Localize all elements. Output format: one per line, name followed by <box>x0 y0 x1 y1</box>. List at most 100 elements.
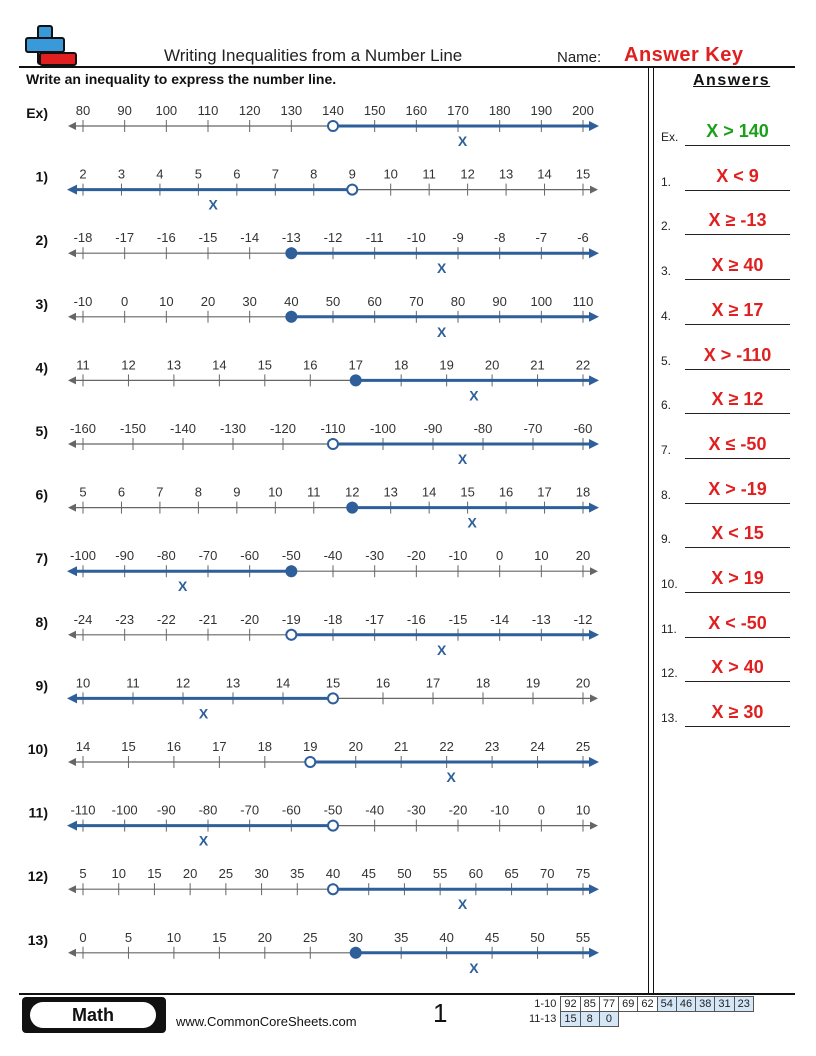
tick-label: -6 <box>577 230 589 245</box>
solution-arrow <box>589 375 599 386</box>
tick-label: 18 <box>476 675 490 690</box>
answer-row: 8. X > -19 <box>661 474 795 504</box>
tick-label: 110 <box>573 294 594 309</box>
tick-label: 24 <box>530 739 544 754</box>
axis-arrow-left <box>68 440 76 448</box>
tick-label: 20 <box>258 930 272 945</box>
axis-arrow-left <box>68 376 76 385</box>
tick-label: 16 <box>376 675 390 690</box>
answer-underline <box>685 323 790 325</box>
answer-value: X ≥ 17 <box>711 299 764 320</box>
tick-label: 70 <box>409 294 423 309</box>
answer-number: 11. <box>661 621 677 636</box>
tick-label: 60 <box>469 866 483 881</box>
tick-label: -7 <box>536 230 548 245</box>
answer-underline <box>685 636 790 638</box>
tick-label: 12 <box>345 485 359 500</box>
tick-label: 40 <box>326 866 340 881</box>
answer-underline <box>685 413 790 415</box>
answer-row: 6. X ≥ 12 <box>661 384 795 415</box>
tick-label: -80 <box>474 421 493 436</box>
answer-number: 6. <box>661 398 672 413</box>
variable-marker: X <box>437 260 447 276</box>
answer-value: X > -110 <box>703 344 772 365</box>
tick-label: 130 <box>280 103 302 118</box>
tick-label: -30 <box>365 548 384 563</box>
tick-label: 60 <box>367 294 381 309</box>
tick-label: 110 <box>198 103 219 118</box>
tick-label: 10 <box>167 930 181 945</box>
problem-label: 7) <box>36 550 48 566</box>
answer-number: 1. <box>661 174 672 189</box>
tick-label: 20 <box>576 548 590 563</box>
tick-label: 70 <box>540 866 554 881</box>
website-link[interactable]: www.CommonCoreSheets.com <box>176 1014 357 1029</box>
variable-marker: X <box>199 705 209 721</box>
answer-underline <box>685 279 790 281</box>
page-number: 1 <box>433 998 448 1028</box>
tick-label: 15 <box>258 357 272 372</box>
tick-label: -50 <box>282 548 301 563</box>
score-row: 11-13 15 8 0 <box>526 1011 753 1027</box>
solution-arrow <box>589 629 599 640</box>
answer-underline <box>685 681 790 683</box>
tick-label: 13 <box>167 357 181 372</box>
tick-label: 10 <box>383 167 397 182</box>
tick-label: -24 <box>74 612 93 627</box>
score-cell: 8 <box>579 1011 600 1027</box>
tick-label: 90 <box>492 294 506 309</box>
tick-label: 20 <box>576 675 590 690</box>
answer-value: X ≥ 40 <box>711 255 764 276</box>
score-cell: 46 <box>675 996 697 1012</box>
tick-label: 45 <box>361 866 375 881</box>
tick-label: -90 <box>424 421 443 436</box>
answers-title: Answers <box>693 72 771 89</box>
tick-label: -150 <box>120 421 146 436</box>
tick-label: 50 <box>326 294 340 309</box>
tick-label: 5 <box>79 866 86 881</box>
solution-arrow <box>589 884 599 895</box>
answer-underline <box>685 726 790 728</box>
tick-label: 9 <box>349 167 356 182</box>
tick-label: 10 <box>159 294 173 309</box>
problem-label: 13) <box>28 932 48 948</box>
tick-label: -100 <box>112 803 138 818</box>
tick-label: -70 <box>524 421 543 436</box>
answer-row: Ex. X > 140 <box>661 116 795 146</box>
tick-label: 10 <box>576 803 590 818</box>
tick-label: 5 <box>125 930 132 945</box>
tick-label: 100 <box>530 294 552 309</box>
tick-label: 8 <box>195 485 202 500</box>
tick-label: -14 <box>240 230 259 245</box>
tick-label: -16 <box>407 612 426 627</box>
tick-label: 6 <box>233 167 240 182</box>
variable-marker: X <box>469 387 479 403</box>
score-cell: 92 <box>560 996 581 1012</box>
tick-label: 5 <box>79 485 86 500</box>
solution-arrow <box>589 248 599 259</box>
answer-number: 7. <box>661 442 672 457</box>
tick-label: -20 <box>240 612 259 627</box>
variable-marker: X <box>208 197 218 213</box>
answer-number: 12. <box>661 666 678 681</box>
solution-arrow <box>67 566 77 577</box>
closed-point <box>349 946 362 959</box>
answer-value: X > -19 <box>708 478 767 499</box>
closed-point <box>285 310 298 323</box>
tick-label: 11 <box>307 485 321 500</box>
answer-row: 3. X ≥ 40 <box>661 250 795 281</box>
tick-label: 16 <box>303 357 317 372</box>
tick-label: 80 <box>76 103 90 118</box>
tick-label: -18 <box>324 612 343 627</box>
tick-label: 5 <box>195 167 202 182</box>
open-point <box>285 628 298 641</box>
tick-label: 0 <box>538 803 545 818</box>
tick-label: -110 <box>320 421 345 436</box>
answer-underline <box>685 189 790 191</box>
score-cell: 54 <box>656 996 677 1012</box>
tick-label: 35 <box>394 930 408 945</box>
tick-label: -130 <box>220 421 246 436</box>
header-rule <box>19 66 795 68</box>
variable-marker: X <box>437 642 447 658</box>
tick-label: -160 <box>70 421 96 436</box>
